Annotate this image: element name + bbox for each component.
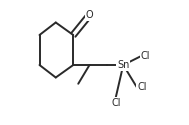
- Text: Cl: Cl: [137, 82, 146, 92]
- Text: Cl: Cl: [111, 98, 121, 108]
- Text: O: O: [86, 10, 93, 20]
- Text: Cl: Cl: [141, 51, 150, 61]
- Text: Sn: Sn: [117, 60, 129, 70]
